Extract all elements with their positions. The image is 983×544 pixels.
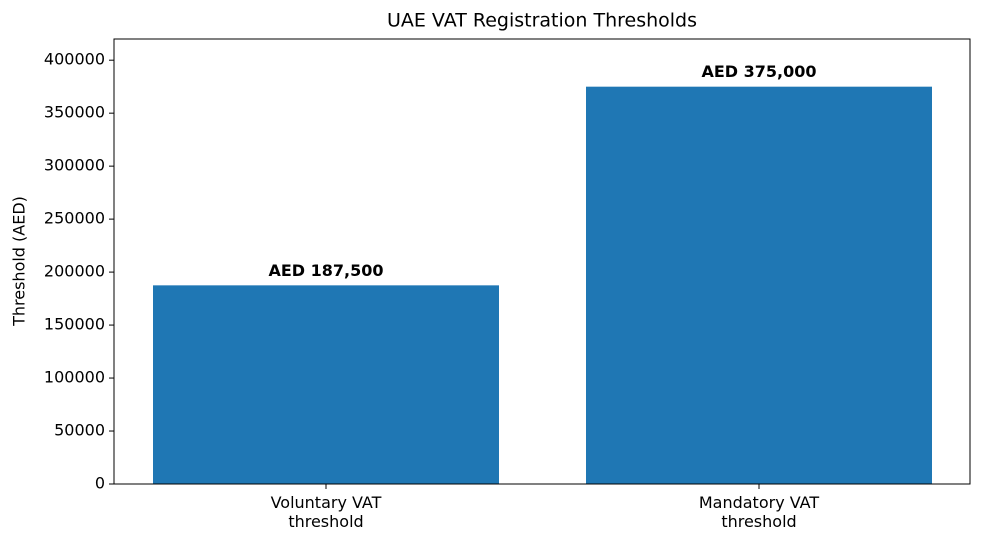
x-tick-label: Voluntary VAT threshold — [270, 493, 382, 531]
y-tick-label: 0 — [95, 474, 105, 493]
y-tick-label: 150000 — [44, 315, 105, 334]
y-tick-label: 50000 — [54, 421, 105, 440]
value-label: AED 375,000 — [701, 62, 816, 81]
y-tick-label: 100000 — [44, 368, 105, 387]
chart-title: UAE VAT Registration Thresholds — [387, 10, 697, 32]
value-label: AED 187,500 — [268, 261, 383, 280]
y-tick-label: 400000 — [44, 50, 105, 69]
y-tick-label: 250000 — [44, 209, 105, 228]
bar — [153, 285, 499, 484]
bar — [586, 86, 932, 484]
y-tick-label: 350000 — [44, 103, 105, 122]
x-tick-label: Mandatory VAT threshold — [698, 493, 820, 531]
y-tick-label: 200000 — [44, 262, 105, 281]
y-tick-label: 300000 — [44, 156, 105, 175]
y-axis-label: Threshold (AED) — [10, 196, 29, 327]
plot-frame — [113, 38, 971, 485]
